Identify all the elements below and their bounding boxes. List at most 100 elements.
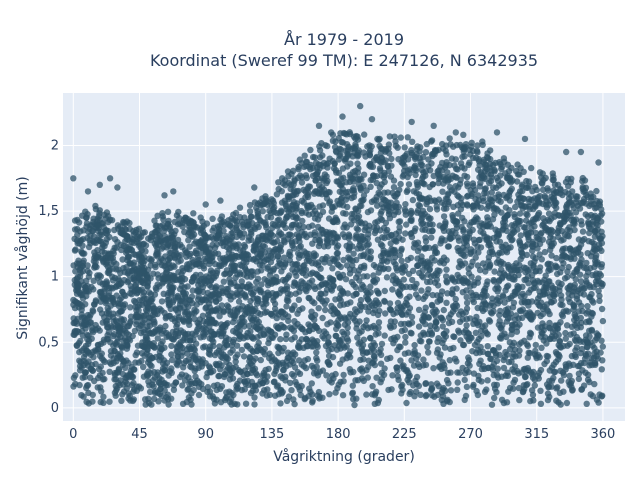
scatter-point <box>117 241 125 248</box>
scatter-point <box>442 195 450 203</box>
scatter-point <box>201 343 209 350</box>
scatter-point <box>111 236 119 243</box>
scatter-point <box>578 386 586 393</box>
scatter-point <box>316 147 324 154</box>
scatter-point <box>470 320 477 327</box>
scatter-point <box>234 351 241 358</box>
scatter-point <box>293 202 300 210</box>
scatter-point <box>481 233 488 240</box>
scatter-point <box>364 325 372 332</box>
scatter-point <box>239 314 246 321</box>
scatter-points <box>70 102 607 409</box>
scatter-point <box>446 357 453 364</box>
scatter-point <box>356 202 364 209</box>
scatter-point <box>388 162 395 169</box>
scatter-point <box>401 206 409 213</box>
scatter-point <box>333 148 340 156</box>
scatter-point <box>351 210 358 218</box>
scatter-point <box>443 159 450 166</box>
scatter-point <box>512 312 520 319</box>
scatter-point <box>74 225 81 233</box>
scatter-point <box>275 179 282 186</box>
scatter-point <box>378 369 386 376</box>
scatter-point <box>428 234 435 241</box>
scatter-point <box>197 214 204 221</box>
scatter-point <box>458 262 466 269</box>
scatter-point <box>154 335 161 342</box>
scatter-point <box>416 337 424 344</box>
scatter-point <box>429 308 436 315</box>
scatter-point <box>441 237 449 244</box>
scatter-point <box>339 341 346 349</box>
scatter-point <box>100 393 107 400</box>
scatter-point <box>588 290 595 298</box>
scatter-point <box>121 364 129 371</box>
scatter-point <box>399 311 406 318</box>
scatter-point <box>593 330 600 337</box>
scatter-point <box>151 368 158 376</box>
scatter-point <box>165 401 172 408</box>
scatter-point <box>493 381 501 389</box>
scatter-point <box>586 333 593 340</box>
scatter-point <box>247 289 255 296</box>
scatter-point <box>228 236 235 243</box>
scatter-point <box>475 197 483 204</box>
scatter-point <box>312 177 319 184</box>
scatter-point <box>443 299 450 306</box>
scatter-point <box>97 306 104 313</box>
scatter-point <box>593 396 601 403</box>
scatter-point <box>271 370 278 378</box>
scatter-point <box>428 138 435 145</box>
scatter-point <box>313 188 320 195</box>
scatter-point <box>498 209 505 216</box>
scatter-point <box>439 323 446 330</box>
scatter-point <box>585 219 592 226</box>
scatter-point <box>544 396 552 404</box>
scatter-point <box>313 341 320 349</box>
scatter-point <box>598 337 605 344</box>
scatter-point <box>552 264 560 271</box>
scatter-point <box>322 342 330 350</box>
scatter-point <box>559 313 566 320</box>
scatter-point <box>194 224 201 231</box>
scatter-point <box>236 269 243 276</box>
scatter-point <box>188 293 196 300</box>
scatter-point <box>377 346 384 353</box>
scatter-point <box>205 314 213 321</box>
scatter-point <box>566 372 573 380</box>
scatter-point <box>439 339 446 347</box>
scatter-point <box>408 319 416 326</box>
scatter-point <box>517 232 524 239</box>
scatter-point <box>164 391 171 398</box>
scatter-point <box>509 177 516 184</box>
scatter-point <box>275 216 283 223</box>
scatter-point <box>422 380 429 387</box>
scatter-point <box>159 257 166 264</box>
scatter-point <box>169 328 176 336</box>
scatter-point <box>476 360 483 367</box>
scatter-point <box>531 201 539 208</box>
scatter-point <box>402 201 409 208</box>
scatter-point <box>454 386 461 393</box>
scatter-point <box>337 378 344 386</box>
scatter-point <box>238 218 246 225</box>
scatter-point <box>456 369 463 376</box>
scatter-point <box>397 180 404 188</box>
scatter-point <box>548 252 555 259</box>
scatter-point <box>557 269 564 276</box>
scatter-point <box>374 156 381 163</box>
scatter-point <box>277 373 284 380</box>
scatter-point <box>301 152 308 159</box>
scatter-point <box>183 253 190 260</box>
scatter-point <box>405 181 413 188</box>
scatter-point <box>271 378 278 385</box>
scatter-point <box>519 388 527 396</box>
scatter-point <box>195 391 203 399</box>
scatter-point <box>476 222 483 230</box>
scatter-point <box>567 227 574 235</box>
scatter-point <box>566 340 573 348</box>
scatter-point <box>425 330 432 338</box>
scatter-point <box>296 306 303 314</box>
scatter-point <box>242 294 249 301</box>
scatter-point <box>390 310 397 318</box>
